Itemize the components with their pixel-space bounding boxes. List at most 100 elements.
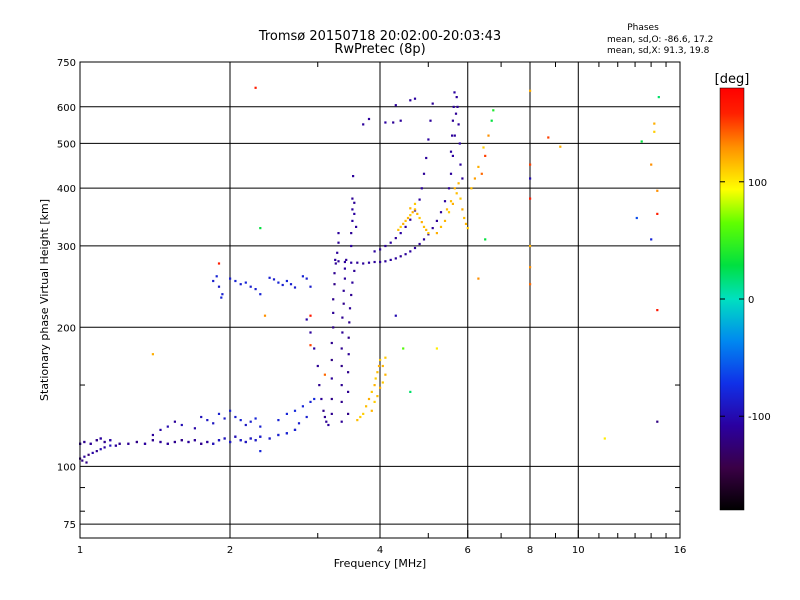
data-point [431,102,434,105]
data-point [455,192,458,195]
data-point [330,341,333,345]
data-point [229,409,232,412]
data-point [376,371,379,374]
data-point [305,318,308,321]
data-point [373,260,376,264]
data-point [413,246,417,250]
data-point [350,244,353,248]
x-tick-label: 10 [572,545,585,556]
data-point [384,356,387,359]
y-tick-label: 500 [57,139,76,150]
data-point [384,373,387,376]
data-point [477,165,480,168]
data-point [89,442,92,445]
data-point [409,99,412,102]
data-point [109,444,112,447]
data-point [439,225,443,228]
data-point [166,442,169,445]
data-point [447,211,451,214]
data-point [309,400,312,403]
axis-ticks [79,62,681,538]
data-point [259,450,262,453]
data-point [454,112,458,115]
data-point [422,225,426,228]
data-point [254,288,257,291]
data-point [482,146,485,149]
data-point [305,415,308,419]
data-point [422,172,426,175]
x-tick-label: 8 [527,545,533,556]
data-point [384,260,387,263]
data-point [289,283,293,286]
data-point [341,331,344,334]
data-point [340,384,343,387]
data-point [484,154,487,157]
data-point [353,201,356,204]
data-point [529,244,532,248]
data-point [420,187,423,190]
data-point [365,405,368,408]
data-point [254,417,257,420]
data-point [477,277,480,280]
data-point [402,347,405,350]
data-point [215,275,218,278]
data-point [285,279,288,283]
data-point [135,440,138,444]
data-point [529,283,532,286]
data-point [350,232,353,235]
data-point [379,358,382,362]
data-point [340,347,343,350]
data-point [370,390,373,393]
data-point [313,397,316,401]
data-point [464,222,468,225]
data-point [166,425,169,428]
data-point [640,140,643,143]
data-point [285,432,288,435]
data-point [653,122,656,125]
data-point [293,409,297,412]
data-point [431,227,434,230]
data-point [332,298,335,301]
data-point [435,347,438,350]
data-point [293,286,297,289]
plot-area [79,61,681,539]
data-point [409,214,412,217]
data-point [343,277,346,280]
data-point [333,283,336,286]
data-point [406,216,410,220]
data-point [399,225,402,228]
data-point [95,439,98,442]
data-point [340,364,343,368]
data-point [91,451,94,454]
data-point [337,232,340,235]
data-point [449,172,453,175]
data-point [409,207,412,210]
data-point [350,293,353,297]
y-tick-label: 300 [57,242,76,253]
data-point [453,91,456,94]
data-point [83,455,86,458]
data-point [259,425,262,428]
data-point [470,187,473,190]
data-point [459,163,462,166]
grid-lines [80,62,680,538]
data-point [337,241,340,244]
data-point [425,228,428,231]
data-point [447,187,451,190]
data-point [330,412,333,415]
data-point [458,142,461,145]
data-point [529,163,532,166]
data-point [453,134,456,137]
data-point [239,419,242,422]
data-point [259,227,262,230]
data-point [301,405,304,408]
data-point [249,285,252,288]
x-tick-label: 6 [465,545,471,556]
data-point [323,415,326,419]
data-point [220,296,223,299]
data-point [399,119,402,122]
stats-x-line: mean, sd,X: 91.3, 19.8 [607,46,710,56]
data-point [657,96,660,99]
colorbar-tick-label: 0 [748,295,754,306]
data-point [309,314,312,317]
